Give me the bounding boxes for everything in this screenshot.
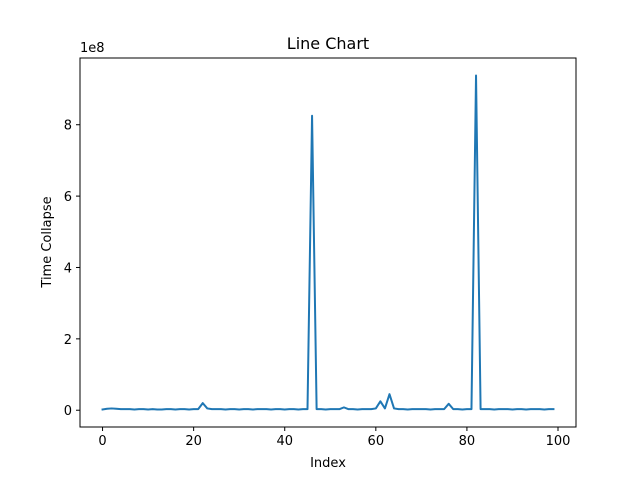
x-tick-label: 100 xyxy=(546,434,571,449)
series-line xyxy=(101,74,555,411)
x-tick-label: 20 xyxy=(185,434,202,449)
y-tick-label: 6 xyxy=(64,190,72,205)
y-offset-label: 1e8 xyxy=(80,41,105,56)
x-tick-label: 60 xyxy=(368,434,385,449)
x-tick-label: 0 xyxy=(98,434,106,449)
x-tick-label: 80 xyxy=(459,434,476,449)
y-tick-label: 2 xyxy=(64,333,72,348)
plot-background xyxy=(80,58,576,427)
plot-frame xyxy=(79,57,577,428)
x-axis-ticks: 0 20 40 60 80 100 xyxy=(98,427,570,449)
y-tick-label: 8 xyxy=(64,119,72,134)
y-tick-label: 0 xyxy=(64,404,72,419)
chart-title: Line Chart xyxy=(287,34,369,53)
x-axis-label: Index xyxy=(310,456,346,471)
y-tick-label: 4 xyxy=(64,261,72,276)
y-axis-label: Time Collapse xyxy=(40,196,55,288)
x-tick-label: 40 xyxy=(276,434,293,449)
y-axis-ticks: 0 2 4 6 8 xyxy=(64,119,80,419)
